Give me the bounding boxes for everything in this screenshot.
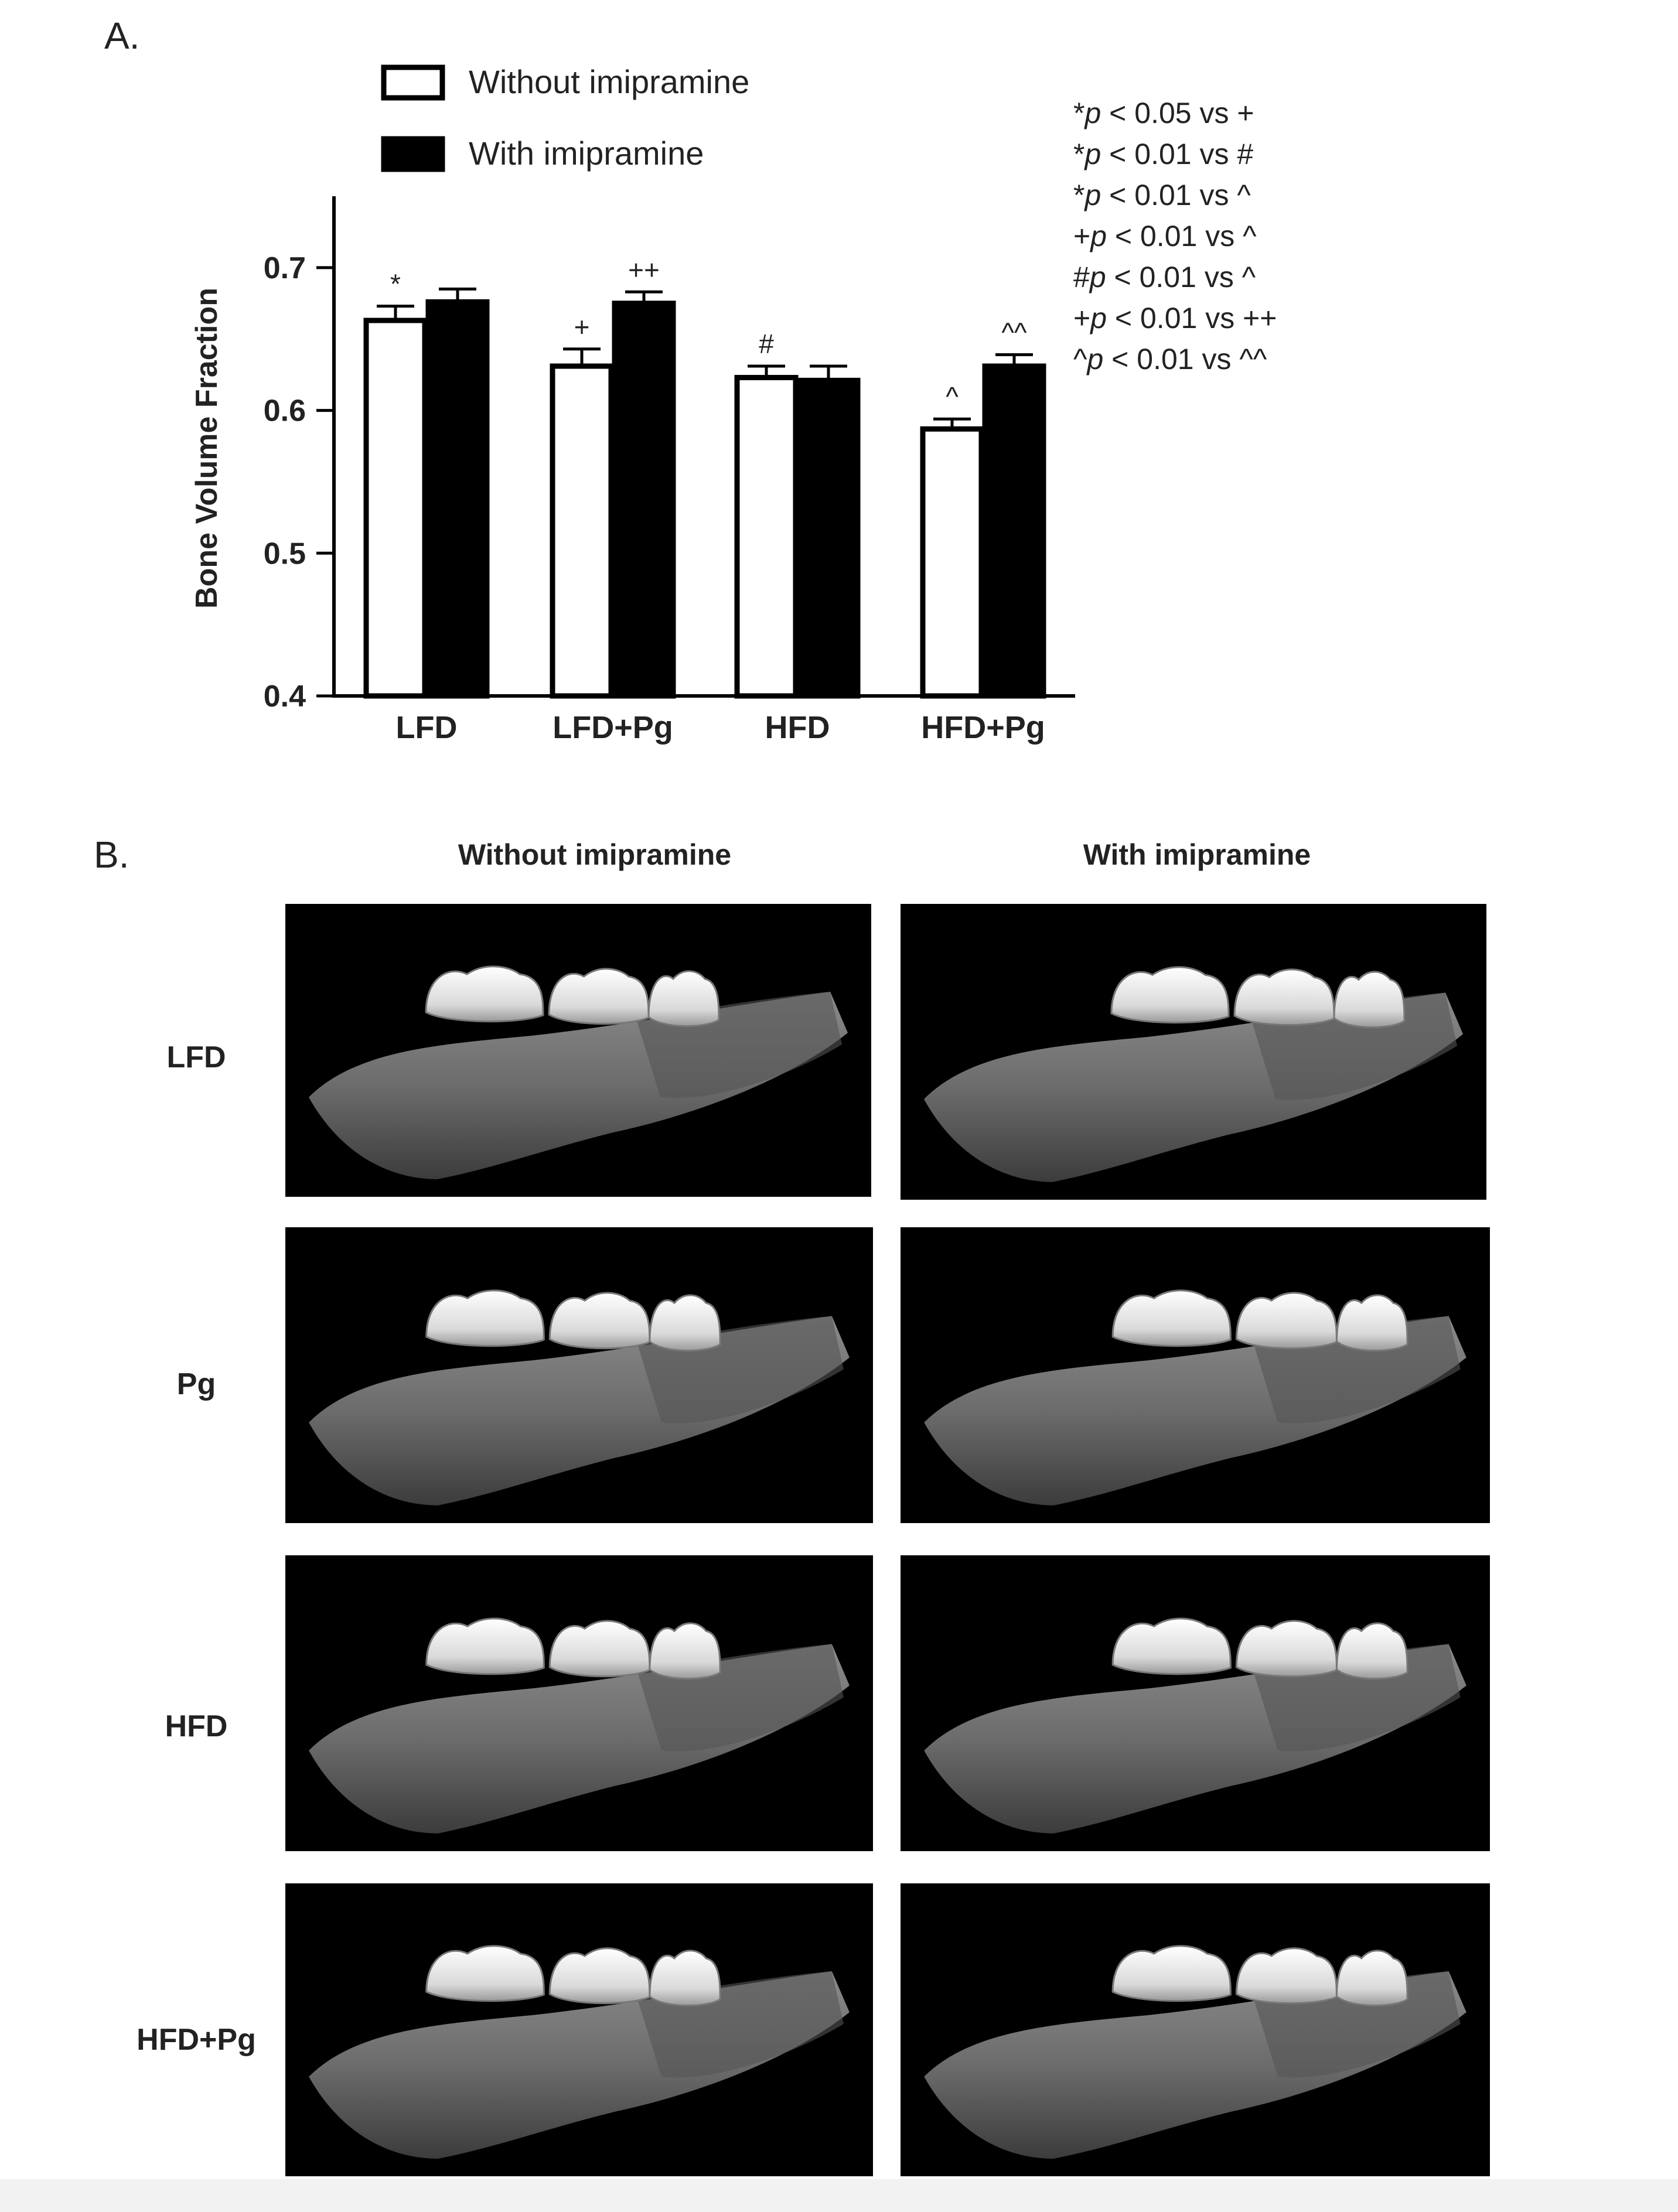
legend-label: Without imipramine xyxy=(469,63,749,100)
microct-hfd-without-imipramine xyxy=(285,1555,873,1851)
microct-hfd-with-imipramine xyxy=(901,1555,1490,1851)
bar xyxy=(612,301,676,699)
legend-label: With imipramine xyxy=(469,135,704,172)
row-label-pg: Pg xyxy=(176,1367,216,1401)
significance-mark: + xyxy=(574,312,590,342)
panel-b-label: B. xyxy=(94,834,129,876)
row-label-lfd: LFD xyxy=(166,1040,226,1074)
x-tick-label: LFD xyxy=(396,710,458,745)
bar xyxy=(796,377,861,699)
microct-pg-with-imipramine xyxy=(901,1227,1490,1523)
microct-hfd-pg-with-imipramine xyxy=(901,1883,1490,2176)
significance-mark: # xyxy=(759,329,774,359)
bar xyxy=(920,426,984,699)
y-tick-label: 0.4 xyxy=(264,680,306,714)
column-header-without-imipramine: Without imipramine xyxy=(458,838,732,871)
y-tick-label: 0.5 xyxy=(264,537,306,571)
microct-pg-without-imipramine xyxy=(285,1227,873,1523)
y-axis-label: Bone Volume Fraction xyxy=(190,288,224,609)
y-tick-label: 0.6 xyxy=(264,394,306,428)
significance-legend: *p < 0.05 vs + *p < 0.01 vs # *p < 0.01 vs… xyxy=(1073,93,1277,380)
y-tick-label: 0.7 xyxy=(264,251,306,285)
microct-lfd-with-imipramine xyxy=(901,904,1486,1200)
bar xyxy=(363,318,428,699)
significance-note: #p < 0.01 vs ^ xyxy=(1073,261,1256,293)
significance-mark: ^ xyxy=(946,381,959,412)
row-label-hfd-pg: HFD+Pg xyxy=(137,2023,256,2057)
significance-note: *p < 0.01 vs # xyxy=(1073,138,1254,170)
significance-note: +p < 0.01 vs ++ xyxy=(1073,302,1277,334)
bar xyxy=(425,299,490,699)
bar xyxy=(550,363,614,699)
significance-mark: ^^ xyxy=(1001,318,1027,348)
significance-mark: * xyxy=(390,269,401,299)
significance-note: *p < 0.05 vs + xyxy=(1073,97,1254,129)
x-tick-label: HFD+Pg xyxy=(921,710,1045,745)
significance-note: ^p < 0.01 vs ^^ xyxy=(1073,343,1267,376)
row-label-hfd: HFD xyxy=(165,1709,228,1743)
significance-note: *p < 0.01 vs ^ xyxy=(1073,179,1251,211)
microct-lfd-without-imipramine xyxy=(285,904,871,1197)
legend-swatch xyxy=(381,136,445,172)
x-tick-label: LFD+Pg xyxy=(552,710,673,745)
x-tick-label: HFD xyxy=(765,710,830,745)
bar xyxy=(982,363,1046,699)
legend-swatch xyxy=(381,64,445,101)
panel-a-label: A. xyxy=(104,15,140,57)
bar xyxy=(734,375,799,699)
significance-note: +p < 0.01 vs ^ xyxy=(1073,220,1257,252)
microct-hfd-pg-without-imipramine xyxy=(285,1883,873,2176)
bottom-margin xyxy=(0,2179,1678,2212)
significance-mark: ++ xyxy=(628,254,660,285)
column-header-with-imipramine: With imipramine xyxy=(1083,838,1311,871)
